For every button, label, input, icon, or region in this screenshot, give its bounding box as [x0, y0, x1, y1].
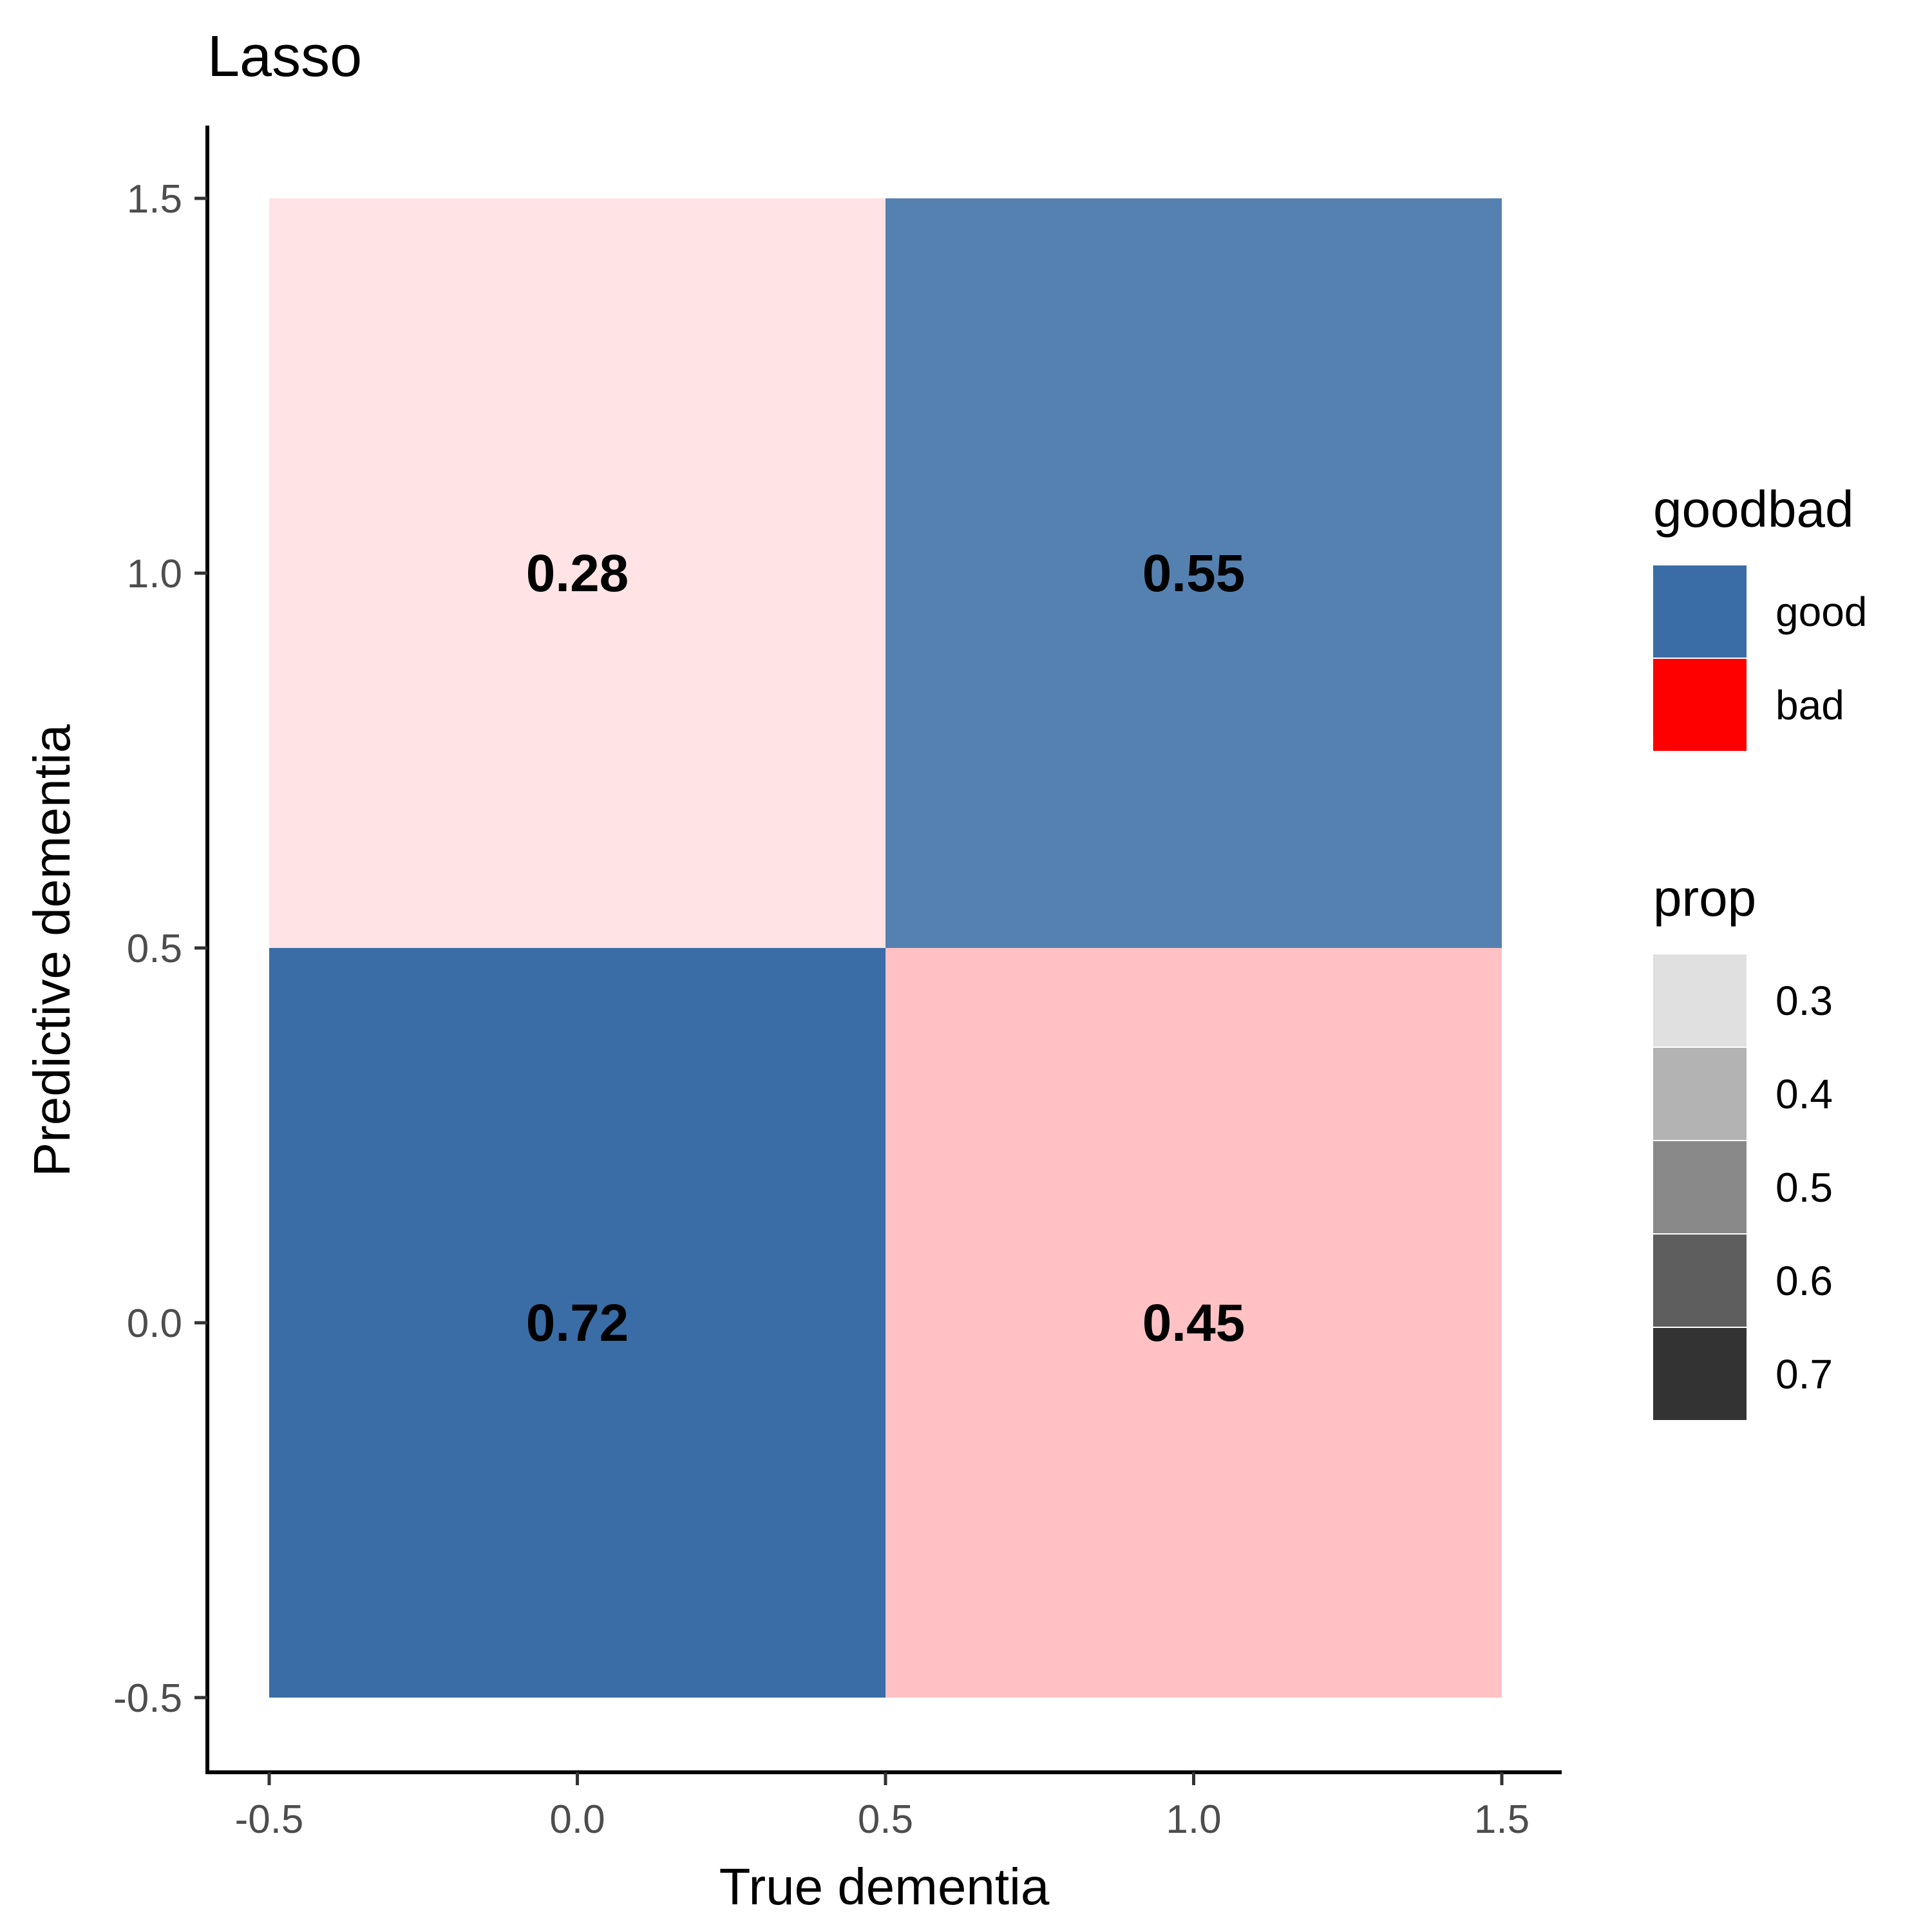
x-axis-ticks: -0.5 0.0 0.5 1.0 1.5 [235, 1772, 1530, 1842]
legend-label-prop: 0.6 [1776, 1258, 1833, 1304]
chart-title: Lasso [207, 24, 362, 89]
legend-key-bad [1653, 659, 1747, 751]
legend-label-prop: 0.4 [1776, 1071, 1833, 1117]
heatmap-cell [886, 198, 1502, 948]
legend-prop: prop 0.3 0.4 0.5 0.6 0.7 [1653, 869, 1833, 1420]
legend-goodbad-title: goodbad [1653, 480, 1853, 538]
legend-key-good [1653, 565, 1747, 658]
legend-label-good: good [1776, 589, 1867, 635]
legend-label-prop: 0.3 [1776, 978, 1833, 1024]
legend-key-prop [1653, 1141, 1747, 1233]
y-tick-label: 1.0 [127, 552, 182, 596]
cell-value-label: 0.55 [1142, 544, 1245, 603]
legend-label-bad: bad [1776, 682, 1844, 728]
legend-prop-title: prop [1653, 869, 1756, 927]
cell-value-label: 0.28 [526, 544, 629, 603]
cell-value-label: 0.72 [526, 1294, 629, 1352]
y-tick-label: -0.5 [113, 1676, 182, 1721]
x-tick-label: -0.5 [235, 1797, 304, 1842]
x-tick-label: 1.5 [1474, 1797, 1530, 1842]
x-tick-label: 0.5 [858, 1797, 913, 1842]
legend-label-prop: 0.7 [1776, 1351, 1833, 1397]
x-tick-label: 0.0 [549, 1797, 605, 1842]
cell-value-label: 0.45 [1142, 1294, 1245, 1352]
heatmap-cell [886, 948, 1502, 1698]
legend-key-prop [1653, 1048, 1747, 1140]
legend-key-prop [1653, 1235, 1747, 1327]
legend-label-prop: 0.5 [1776, 1164, 1833, 1211]
y-axis-label: Predictive dementia [23, 724, 80, 1177]
heatmap-cell-labels: 0.72 0.45 0.28 0.55 [526, 544, 1245, 1352]
x-tick-label: 1.0 [1166, 1797, 1221, 1842]
legend-key-prop [1653, 1328, 1747, 1420]
y-tick-label: 0.0 [127, 1302, 182, 1346]
heatmap-cells [269, 198, 1502, 1698]
x-axis-label: True dementia [719, 1858, 1050, 1915]
heatmap-cell [269, 198, 886, 948]
legend-goodbad: goodbad goodbad [1653, 480, 1867, 751]
y-axis-ticks: -0.5 0.0 0.5 1.0 1.5 [113, 177, 207, 1721]
y-tick-label: 0.5 [127, 927, 182, 971]
heatmap-cell [269, 948, 886, 1698]
legend-key-prop [1653, 954, 1747, 1046]
y-tick-label: 1.5 [127, 177, 182, 222]
